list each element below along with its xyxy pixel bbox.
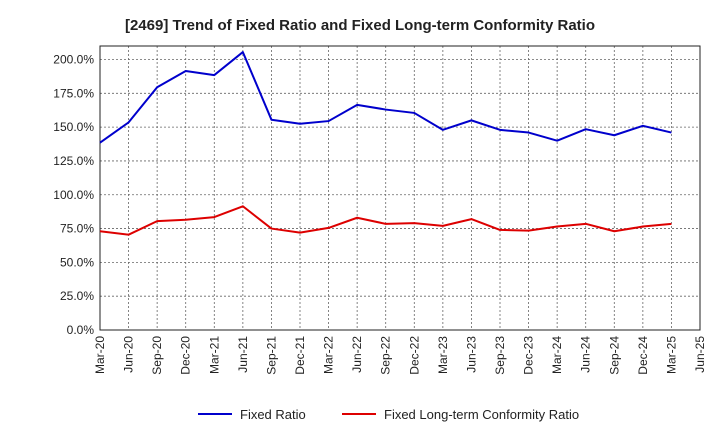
chart-title: [2469] Trend of Fixed Ratio and Fixed Lo… <box>125 17 595 34</box>
y-tick-label: 150.0% <box>53 120 94 134</box>
x-tick-label: Mar-23 <box>436 336 450 374</box>
x-tick-label: Jun-25 <box>693 336 707 373</box>
series-line-1 <box>99 51 672 144</box>
x-tick-label: Jun-21 <box>236 336 250 373</box>
x-tick-label: Sep-24 <box>607 336 621 375</box>
legend-label: Fixed Ratio <box>240 407 306 422</box>
axis-layer: 0.0% 25.0% 50.0% 75.0% 100.0% 125.0% 150.0% 175… <box>53 45 707 375</box>
plot-frame <box>99 45 701 331</box>
x-tick-label: Sep-23 <box>493 336 507 375</box>
x-tick-label: Dec-20 <box>179 336 193 375</box>
x-tick-label: Jun-20 <box>122 336 136 373</box>
x-tick-label: Dec-24 <box>636 336 650 375</box>
x-tick-label: Mar-22 <box>322 336 336 374</box>
y-tick-label: 50.0% <box>60 255 94 269</box>
x-tick-label: Mar-25 <box>664 336 678 374</box>
legend: Fixed Ratio Fixed Long-term Conformity Ra… <box>198 407 579 422</box>
x-tick-label: Dec-23 <box>522 336 536 375</box>
x-tick-label: Jun-22 <box>350 336 364 373</box>
grid-layer <box>99 46 701 331</box>
legend-label: Fixed Long-term Conformity Ratio <box>384 407 579 422</box>
x-tick-label: Mar-20 <box>93 336 107 374</box>
series-line-2 <box>99 205 672 236</box>
y-tick-label: 100.0% <box>53 188 94 202</box>
x-tick-label: Sep-22 <box>379 336 393 375</box>
x-tick-label: Mar-21 <box>207 336 221 374</box>
series-layer <box>99 51 672 236</box>
y-tick-label: 75.0% <box>60 222 94 236</box>
x-tick-label: Sep-20 <box>150 336 164 375</box>
x-tick-label: Jun-23 <box>464 336 478 373</box>
y-tick-label: 0.0% <box>67 323 95 337</box>
x-tick-label: Jun-24 <box>579 336 593 373</box>
x-tick-label: Dec-21 <box>293 336 307 375</box>
y-tick-label: 25.0% <box>60 289 94 303</box>
x-tick-label: Sep-21 <box>264 336 278 375</box>
y-tick-label: 175.0% <box>53 86 94 100</box>
y-tick-label: 125.0% <box>53 154 94 168</box>
x-tick-label: Dec-22 <box>407 336 421 375</box>
x-tick-label: Mar-24 <box>550 336 564 374</box>
y-tick-label: 200.0% <box>53 53 94 67</box>
